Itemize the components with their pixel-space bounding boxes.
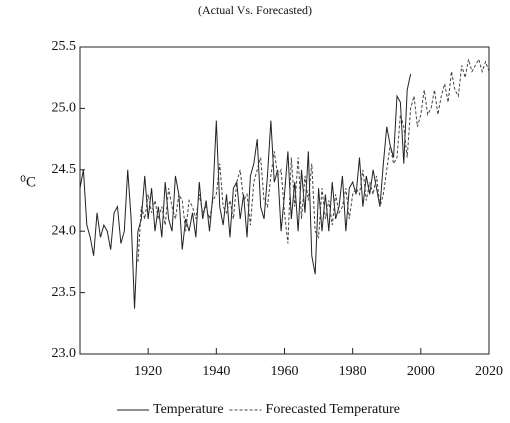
x-tick-label: 1940: [202, 364, 230, 379]
legend-label: Temperature: [153, 402, 224, 417]
x-tick-label: 1960: [271, 364, 299, 379]
y-tick-label: 25.0: [52, 101, 77, 116]
y-tick-label: 23.0: [52, 346, 77, 361]
x-tick-label: 2020: [475, 364, 503, 379]
y-axis-label: ⁰C: [20, 174, 36, 190]
plot-frame: [79, 46, 490, 355]
x-tick-label: 1980: [339, 364, 367, 379]
y-tick-label: 25.5: [52, 39, 77, 54]
y-tick-label: 24.0: [52, 223, 77, 238]
series-line: [137, 57, 490, 262]
series-line: [79, 73, 412, 309]
x-tick-label: 2000: [407, 364, 435, 379]
chart-subtitle: (Actual Vs. Forecasted): [198, 3, 312, 17]
y-tick-label: 23.5: [52, 285, 77, 300]
y-tick-label: 24.5: [52, 162, 77, 177]
x-tick-label: 1920: [134, 364, 162, 379]
legend-label: Forecasted Temperature: [266, 402, 400, 417]
